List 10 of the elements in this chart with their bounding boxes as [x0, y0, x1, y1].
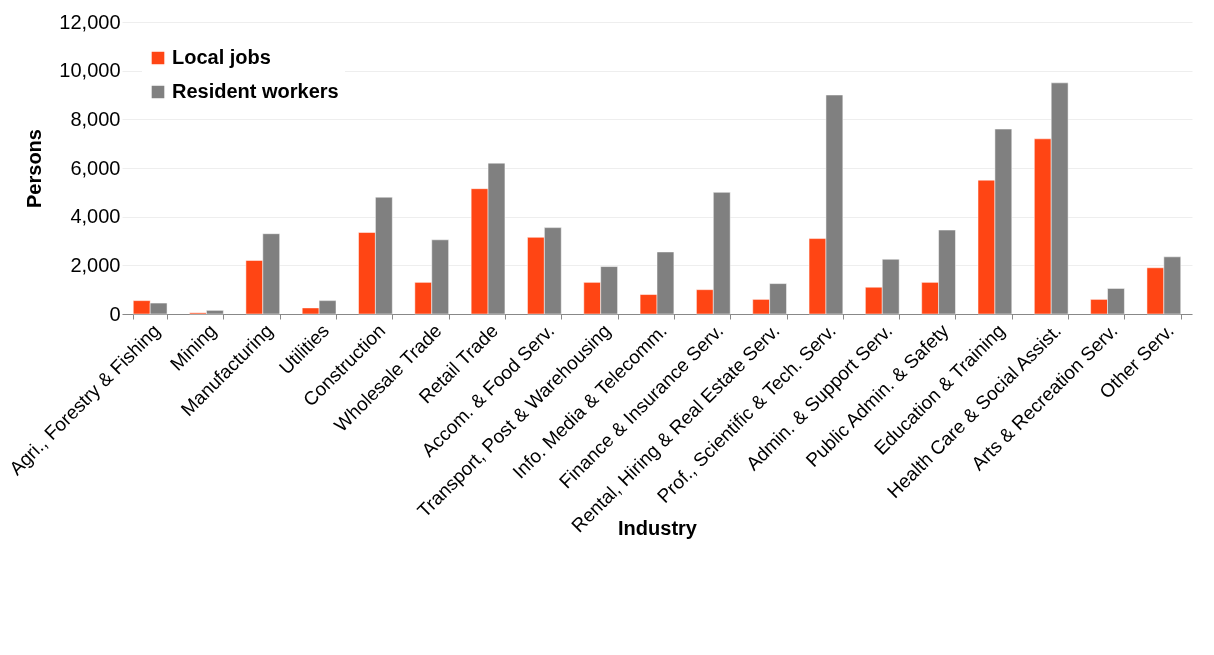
- y-tick-label: 12,000: [59, 10, 121, 33]
- y-tick-label: 0: [109, 302, 121, 325]
- y-tick-label: 8,000: [70, 107, 121, 130]
- legend-label: Resident workers: [172, 80, 339, 102]
- y-tick-label: 6,000: [70, 156, 121, 179]
- y-axis-title: Persons: [23, 129, 46, 208]
- y-tick-label: 10,000: [59, 59, 121, 82]
- legend-label: Local jobs: [172, 46, 271, 68]
- y-tick-label: 2,000: [70, 253, 121, 276]
- y-tick-label: 4,000: [70, 205, 121, 228]
